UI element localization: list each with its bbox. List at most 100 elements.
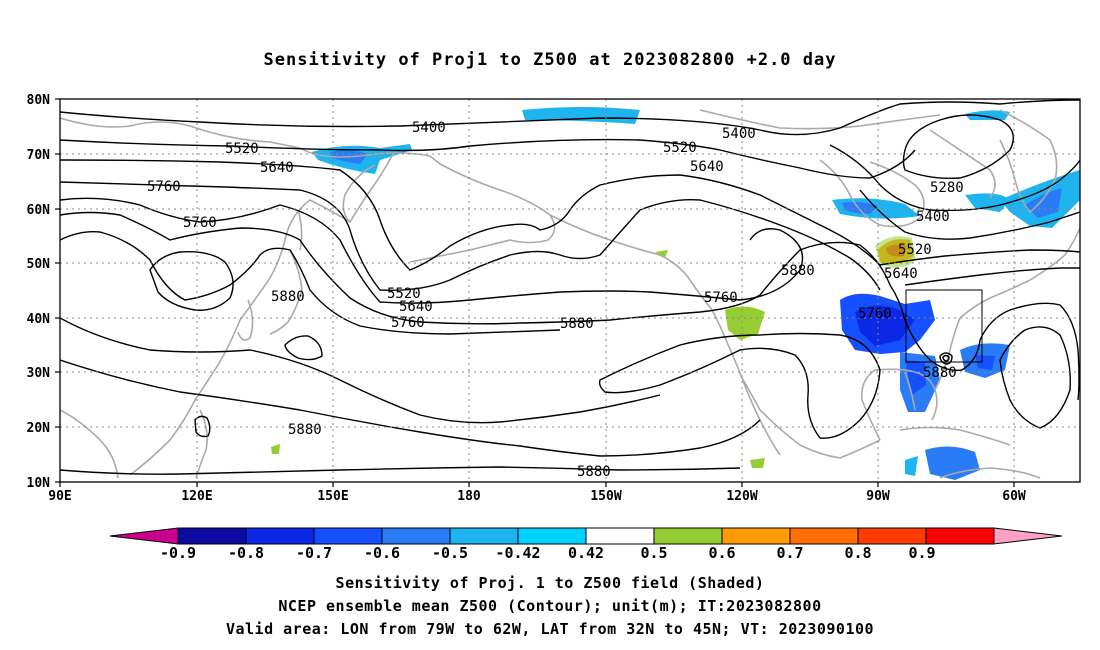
colorbar-segment	[381, 527, 451, 545]
coast-gulf	[860, 368, 938, 441]
shade-philippine-green	[271, 444, 280, 454]
lat-label: 60N	[27, 203, 51, 218]
contour-label: 5640	[690, 159, 724, 175]
shade-ontario-green	[875, 236, 916, 268]
contour-e	[60, 197, 804, 304]
lon-label: 180	[457, 489, 481, 504]
colorbar-segment	[857, 527, 927, 545]
lon-label-group: 90E 120E 150E 180 150W 120W 90W 60W	[48, 489, 1026, 504]
sensitivity-shading	[271, 107, 1080, 480]
colorbar-label: -0.8	[228, 544, 264, 562]
coast-asia-north	[60, 117, 441, 165]
colorbar-segment	[585, 527, 655, 545]
coast-aleutians	[409, 249, 471, 263]
coast-baffin	[929, 129, 996, 199]
colorbar-label-group: -0.9 -0.8 -0.7 -0.6 -0.5 -0.42 0.42 0.5 …	[160, 544, 936, 562]
colorbar-segment	[925, 527, 995, 545]
shade-east-us-dark	[855, 305, 915, 346]
lat-label: 20N	[27, 421, 51, 436]
colorbar-segment	[789, 527, 859, 545]
coast-bc	[549, 214, 691, 281]
shade-caribbean-b	[905, 456, 918, 476]
colorbar-label: 0.5	[640, 544, 667, 562]
contour-p	[829, 144, 1080, 212]
coast-alaska	[439, 163, 556, 251]
colorbar-label: -0.5	[432, 544, 468, 562]
contour-label: 5760	[147, 179, 181, 195]
coast-sakhalin	[297, 209, 303, 251]
contour-label: 5520	[663, 140, 697, 156]
colorbar-label: -0.42	[495, 544, 540, 562]
shade-hudson-dark	[842, 202, 878, 214]
valid-area-box	[905, 289, 983, 363]
coast-okhotsk	[269, 199, 351, 279]
contour-label: 5880	[781, 263, 815, 279]
coast-korea	[237, 299, 254, 341]
lon-label: 60W	[1002, 489, 1026, 504]
contour-label-group: 5400 5400 5520 5520 5640 5640 5760 5760 …	[147, 120, 964, 480]
contour-s	[904, 267, 1080, 286]
colorbar-label: -0.7	[296, 544, 332, 562]
contour-r	[879, 249, 1080, 266]
coast-canada-east	[1029, 227, 1080, 281]
lat-label: 70N	[27, 148, 51, 163]
map-title: Sensitivity of Proj1 to Z500 at 20230828…	[263, 50, 837, 70]
caption-contour: NCEP ensemble mean Z500 (Contour); unit(…	[278, 597, 822, 615]
caption-valid-area: Valid area: LON from 79W to 62W, LAT fro…	[225, 620, 875, 638]
shade-greenland-dark	[1025, 188, 1062, 218]
contour-label: 5880	[288, 422, 322, 438]
contour-label: 5640	[260, 160, 294, 176]
shade-labrador	[965, 193, 1010, 212]
contour-b	[60, 138, 916, 179]
contour-d	[60, 181, 881, 291]
colorbar-label: 0.9	[908, 544, 935, 562]
coast-japan	[269, 249, 303, 335]
contour-label: 5760	[704, 290, 738, 306]
lon-label: 120E	[181, 489, 212, 504]
contour-label: 5520	[898, 242, 932, 258]
shade-caribbean	[925, 446, 980, 480]
contour-c	[60, 159, 881, 271]
contour-label: 5280	[930, 180, 964, 196]
contour-o	[902, 114, 1014, 180]
contour-label: 5520	[225, 141, 259, 157]
contour-h	[149, 251, 234, 311]
z500-contours	[60, 99, 1080, 475]
colorbar	[109, 527, 1063, 545]
contour-i	[284, 335, 323, 361]
contour-label: 5760	[391, 315, 425, 331]
contour-label: 5520	[387, 286, 421, 302]
coast-east-china	[129, 277, 271, 476]
lat-label-group: 80N 70N 60N 50N 40N 30N 20N 10N	[27, 93, 51, 491]
coast-hudson-bay	[819, 159, 925, 228]
contour-label: 5400	[722, 126, 756, 142]
lon-label: 150E	[317, 489, 348, 504]
lat-label: 50N	[27, 257, 51, 272]
colorbar-segment	[109, 527, 179, 545]
coast-taiwan-phil	[195, 409, 208, 479]
contour-label: 5880	[577, 464, 611, 480]
colorbar-label: 0.7	[776, 544, 803, 562]
lon-label: 90W	[866, 489, 890, 504]
contour-l	[598, 332, 881, 439]
colorbar-segment	[313, 527, 383, 545]
contour-a	[60, 99, 1080, 136]
colorbar-label: 0.6	[708, 544, 735, 562]
coast-indochina	[60, 409, 119, 479]
colorbar-label: 0.42	[568, 544, 604, 562]
contour-m	[60, 466, 741, 475]
shade-greenland-top	[965, 110, 1010, 120]
contour-label: 5880	[923, 365, 957, 381]
contour-label: 5880	[560, 316, 594, 332]
contour-k	[60, 359, 761, 457]
lon-label: 120W	[726, 489, 757, 504]
colorbar-label: -0.9	[160, 544, 196, 562]
coast-south-america	[939, 467, 1041, 479]
contour-label: 5640	[399, 299, 433, 315]
lon-label: 90E	[48, 489, 71, 504]
lon-label: 150W	[590, 489, 621, 504]
contour-label: 5640	[884, 266, 918, 282]
colorbar-segment	[517, 527, 587, 545]
contour-f	[60, 211, 906, 325]
